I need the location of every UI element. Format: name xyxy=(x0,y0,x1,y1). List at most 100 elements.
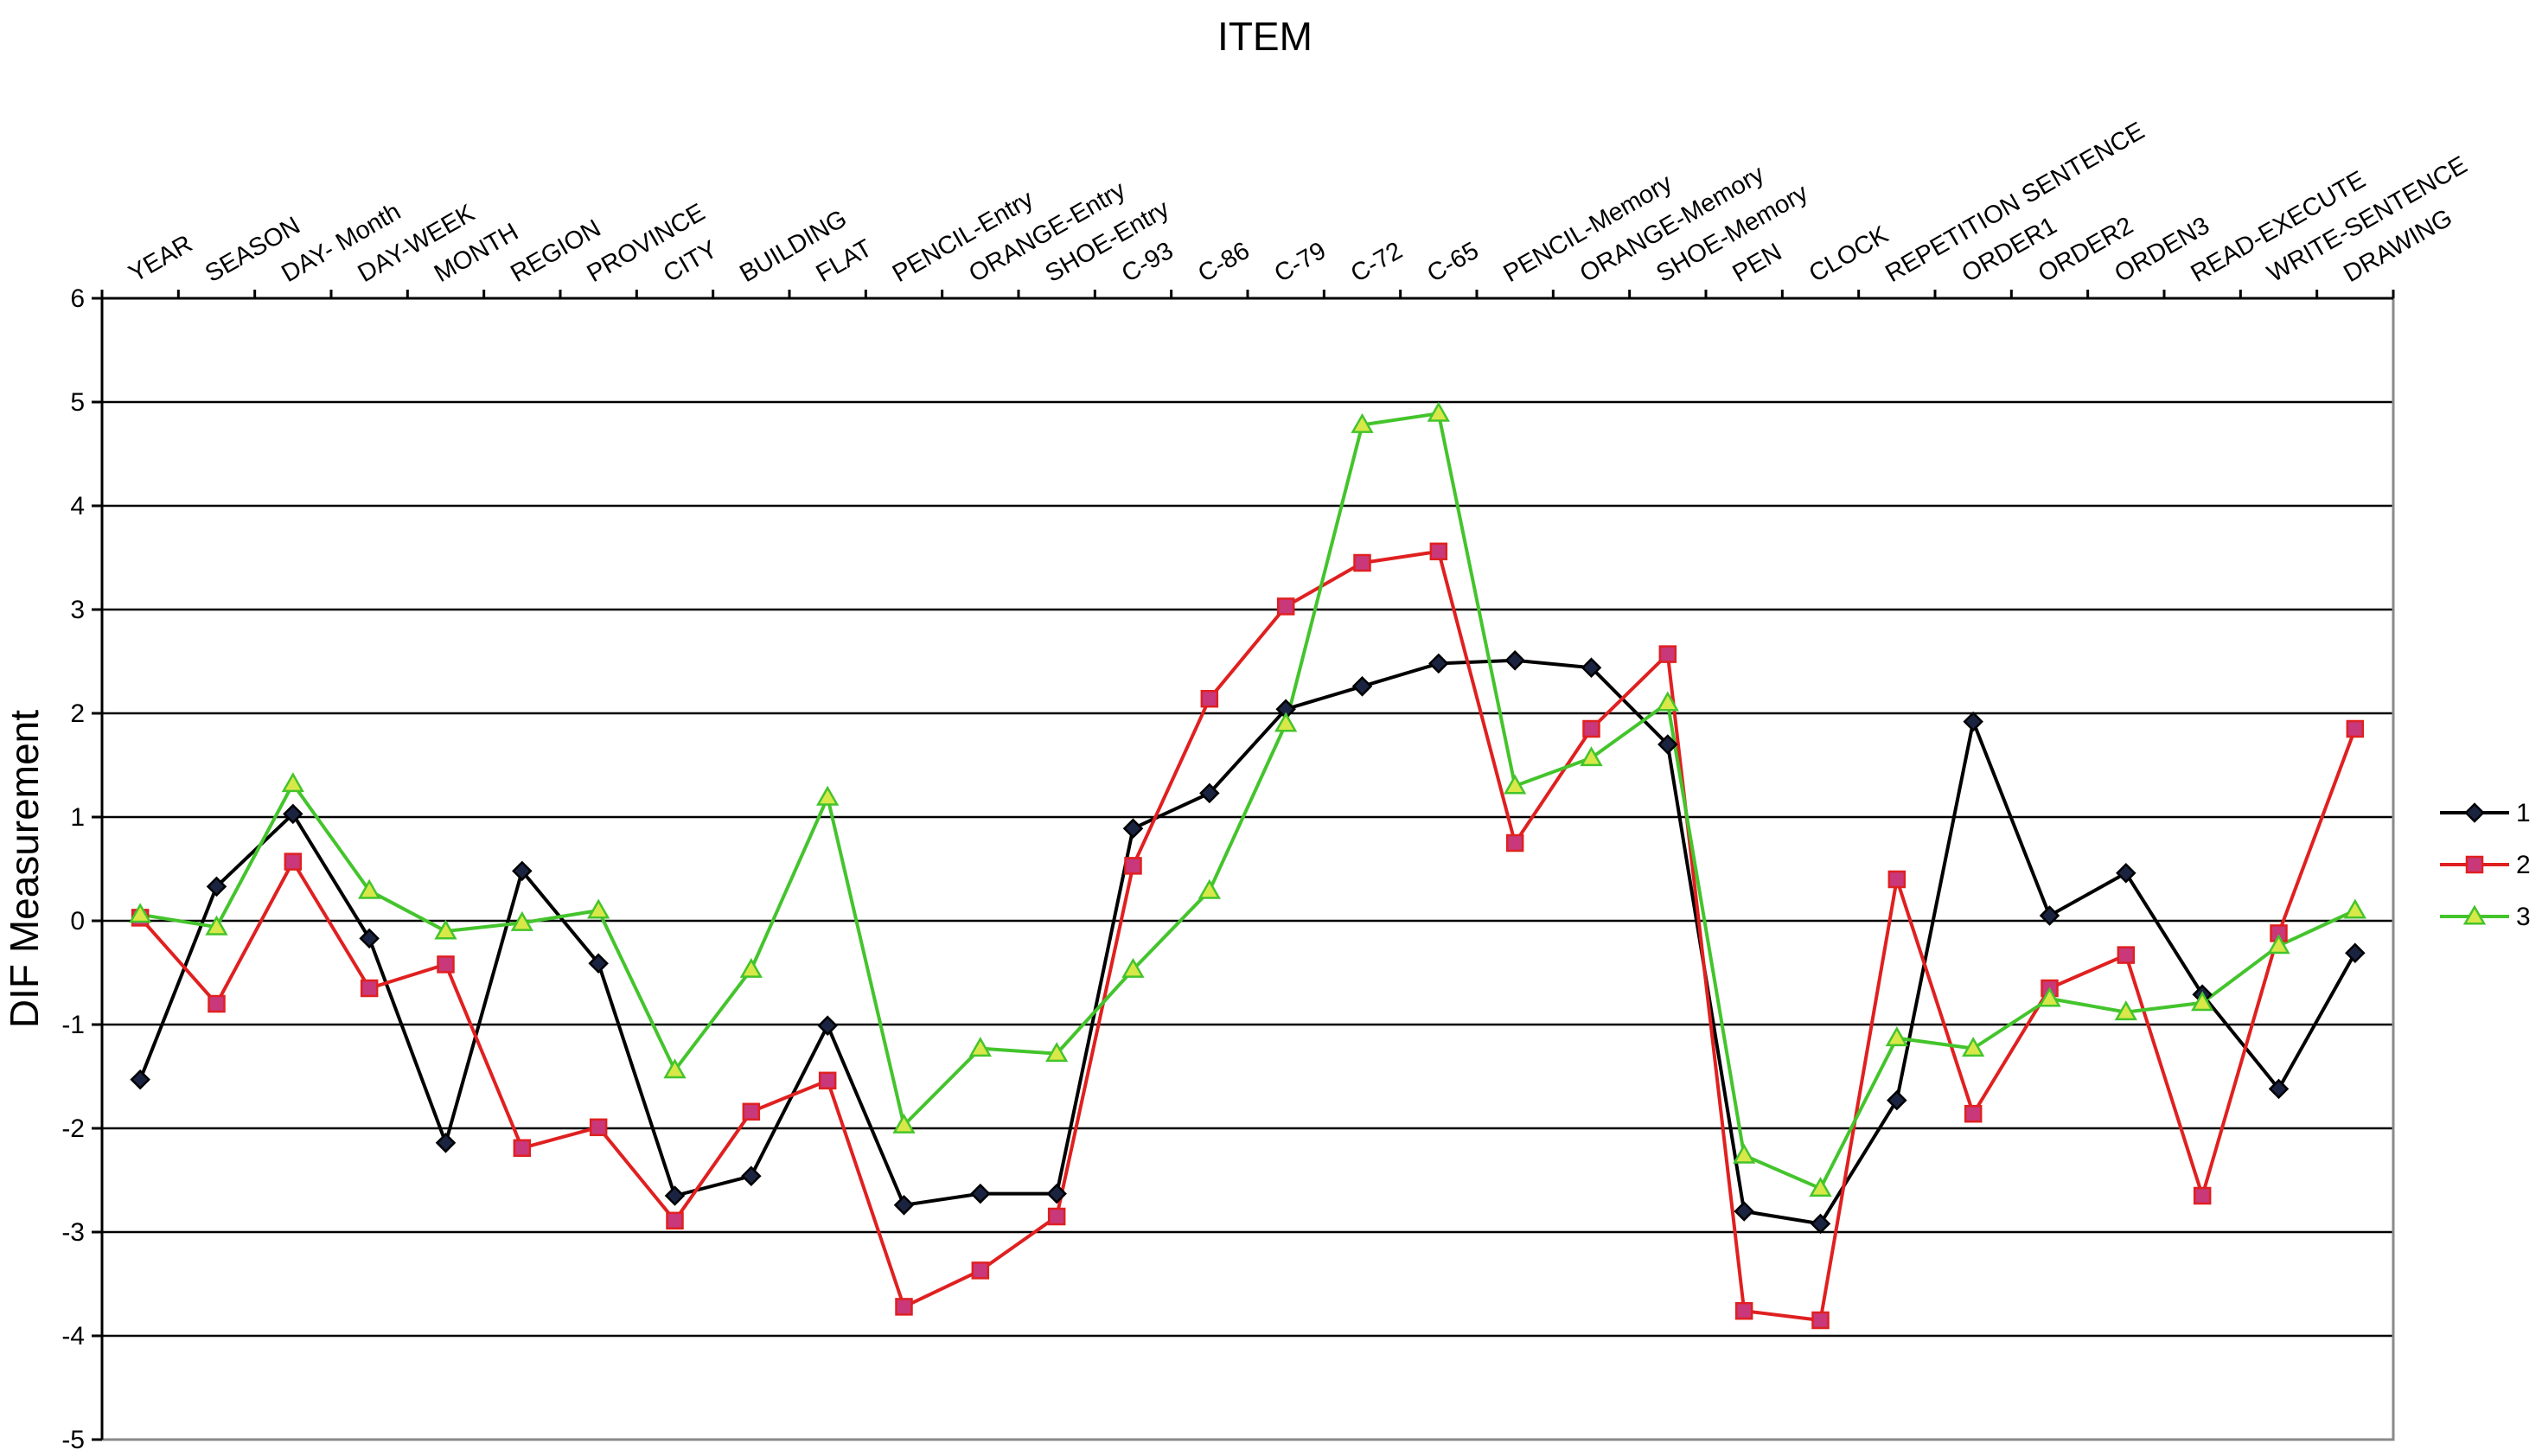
series-3-line xyxy=(139,412,2356,1191)
series-3-point xyxy=(205,915,228,936)
series-3-point xyxy=(129,903,152,923)
chart-title: ITEM xyxy=(1217,14,1313,59)
series-1-point xyxy=(130,1069,150,1090)
legend: 1 2 3 xyxy=(2440,799,2531,931)
series-2-point xyxy=(2346,719,2365,738)
y-tick-label: 3 xyxy=(70,596,85,624)
series-2-point xyxy=(1047,1207,1066,1226)
series-3-point xyxy=(1962,1037,1985,1057)
series-3-point xyxy=(1274,712,1298,732)
x-tick-label: C-72 xyxy=(1346,237,1407,288)
series-3-point xyxy=(892,1113,916,1134)
series-2-point xyxy=(2193,1186,2212,1205)
x-tick-label: C-79 xyxy=(1270,237,1331,288)
series-2-point xyxy=(742,1102,761,1121)
series-1-point xyxy=(359,928,380,949)
x-tick-label: CLOCK xyxy=(1804,220,1894,288)
series-2-point xyxy=(1734,1301,1753,1320)
series-2-point xyxy=(437,955,455,974)
series-3-point xyxy=(1351,412,1374,433)
series-1-point xyxy=(1046,1183,1067,1204)
series-2-point xyxy=(1811,1311,1830,1330)
series-2-point xyxy=(1276,597,1295,616)
y-tick-label: -1 xyxy=(61,1011,85,1039)
series-2-point xyxy=(513,1139,532,1158)
series-3-point xyxy=(1504,774,1527,795)
y-tick-label: 2 xyxy=(70,699,85,728)
series-2-point xyxy=(360,979,379,998)
series-3-point xyxy=(2343,898,2366,919)
legend-marker-3 xyxy=(2462,904,2487,925)
series-3-point xyxy=(1121,957,1145,978)
series-3-point xyxy=(1885,1026,1908,1047)
series-1-point xyxy=(970,1183,991,1204)
series-1-point xyxy=(1351,676,1373,697)
series-1-point xyxy=(512,860,533,882)
series-2-line xyxy=(138,549,2357,1322)
series-2-point xyxy=(1582,719,1600,738)
series-1-point xyxy=(664,1185,686,1206)
series-3-point xyxy=(434,919,457,940)
legend-label-2: 2 xyxy=(2516,851,2531,879)
y-tick-labels: -5 -4 -3 -2 -1 0 1 2 3 4 5 6 xyxy=(61,284,85,1454)
legend-marker-1 xyxy=(2464,802,2485,823)
plot-area-frame xyxy=(100,297,2395,1441)
series-2-point xyxy=(589,1118,608,1137)
axes xyxy=(92,290,2395,1441)
series-2-point xyxy=(895,1298,913,1316)
y-tick-label: 6 xyxy=(70,284,85,313)
series-2-point xyxy=(666,1211,684,1230)
series-3-point xyxy=(2038,987,2061,1007)
series-1-point xyxy=(2345,942,2366,963)
series-1-point xyxy=(1810,1213,1831,1235)
series-2-point xyxy=(1124,857,1142,875)
y-tick-label: 0 xyxy=(70,907,85,936)
series-1-point xyxy=(741,1165,762,1186)
series-3-point xyxy=(1045,1042,1069,1063)
series-3-point xyxy=(1580,746,1603,767)
legend-label-3: 3 xyxy=(2516,903,2531,931)
series-1-point xyxy=(1657,734,1678,755)
series-3-point xyxy=(281,772,304,793)
y-tick-label: -5 xyxy=(61,1426,85,1454)
series-1-point xyxy=(1199,782,1220,804)
series-2-point xyxy=(818,1071,837,1090)
series-3-point xyxy=(1809,1177,1832,1197)
series-1-point xyxy=(1887,1089,1907,1111)
series-1-point xyxy=(1504,650,1525,671)
series-2-point xyxy=(1964,1104,1983,1123)
y-tick-label: -4 xyxy=(61,1322,85,1351)
series-3-point xyxy=(1198,878,1221,899)
series-1-point xyxy=(1581,657,1602,678)
y-axis-title: DIF Measurement xyxy=(2,710,47,1028)
series-3-point xyxy=(2191,991,2214,1012)
y-tick-label: -3 xyxy=(61,1218,85,1247)
x-tick-label: YEAR xyxy=(125,230,197,288)
series-1-point xyxy=(2039,905,2060,926)
series-3-point xyxy=(1656,691,1679,712)
series-1-line xyxy=(138,658,2357,1226)
series-1-point xyxy=(2116,863,2136,884)
series-1-point xyxy=(1734,1201,1754,1222)
series-3-point xyxy=(663,1058,687,1079)
series-3-point xyxy=(1733,1143,1756,1164)
series-1-point xyxy=(588,953,609,974)
series-3-point xyxy=(739,957,763,978)
series-2-point xyxy=(1429,542,1448,561)
series-2-point xyxy=(1658,645,1677,663)
legend-label-1: 1 xyxy=(2516,799,2531,827)
series-1-point xyxy=(435,1133,457,1153)
y-tick-label: -2 xyxy=(61,1114,85,1143)
series-1-point xyxy=(817,1015,838,1036)
series-2-point xyxy=(1887,870,1906,889)
series-2-point xyxy=(971,1261,990,1280)
series-2-point xyxy=(1200,689,1219,708)
series-3-point xyxy=(2267,934,2290,955)
legend-marker-2 xyxy=(2465,855,2484,874)
series-3-point xyxy=(587,898,610,919)
series-2-point xyxy=(208,994,226,1013)
series-1-point xyxy=(893,1195,915,1216)
series-3-point xyxy=(816,785,840,806)
